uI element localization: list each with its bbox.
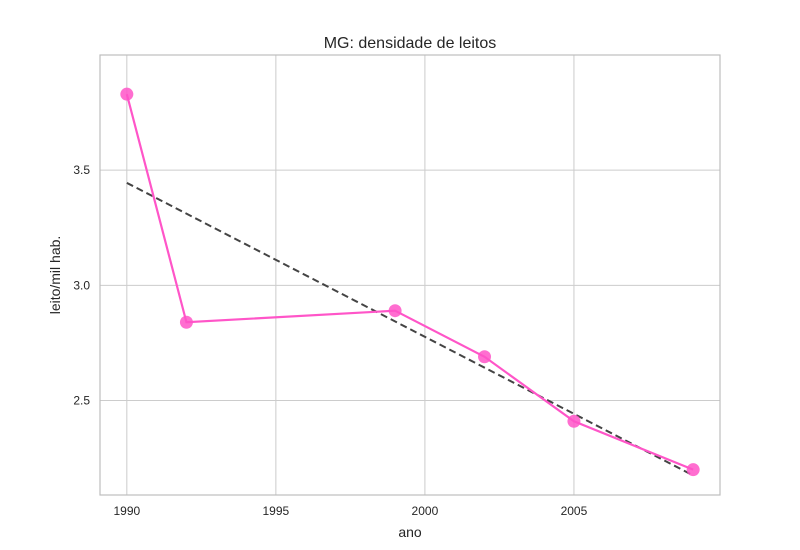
- data-point: [120, 87, 134, 101]
- y-tick-label: 2.5: [73, 394, 90, 408]
- series-layer: [120, 87, 700, 477]
- x-tick-label: 1990: [113, 504, 140, 518]
- data-point: [567, 414, 581, 428]
- series-line: [125, 93, 694, 471]
- trendline-layer: [126, 181, 694, 477]
- grid: [100, 55, 720, 495]
- y-tick-label: 3.0: [73, 278, 90, 292]
- plot-frame: [99, 54, 721, 496]
- data-point: [478, 350, 492, 364]
- y-tick-label: 3.5: [73, 163, 90, 177]
- x-tick-label: 2005: [561, 504, 588, 518]
- data-point: [686, 463, 700, 477]
- trendline: [126, 181, 694, 477]
- y-axis-ticks: 2.5 3.0 3.5: [73, 163, 90, 407]
- y-axis-label: leito/mil hab.: [47, 236, 63, 315]
- data-point: [179, 315, 193, 329]
- chart-title: MG: densidade de leitos: [324, 35, 497, 52]
- x-axis-label: ano: [398, 524, 422, 540]
- x-axis-ticks: 1990 1995 2000 2005: [113, 504, 587, 518]
- x-tick-label: 2000: [412, 504, 439, 518]
- x-tick-label: 1995: [263, 504, 290, 518]
- data-point: [388, 304, 402, 318]
